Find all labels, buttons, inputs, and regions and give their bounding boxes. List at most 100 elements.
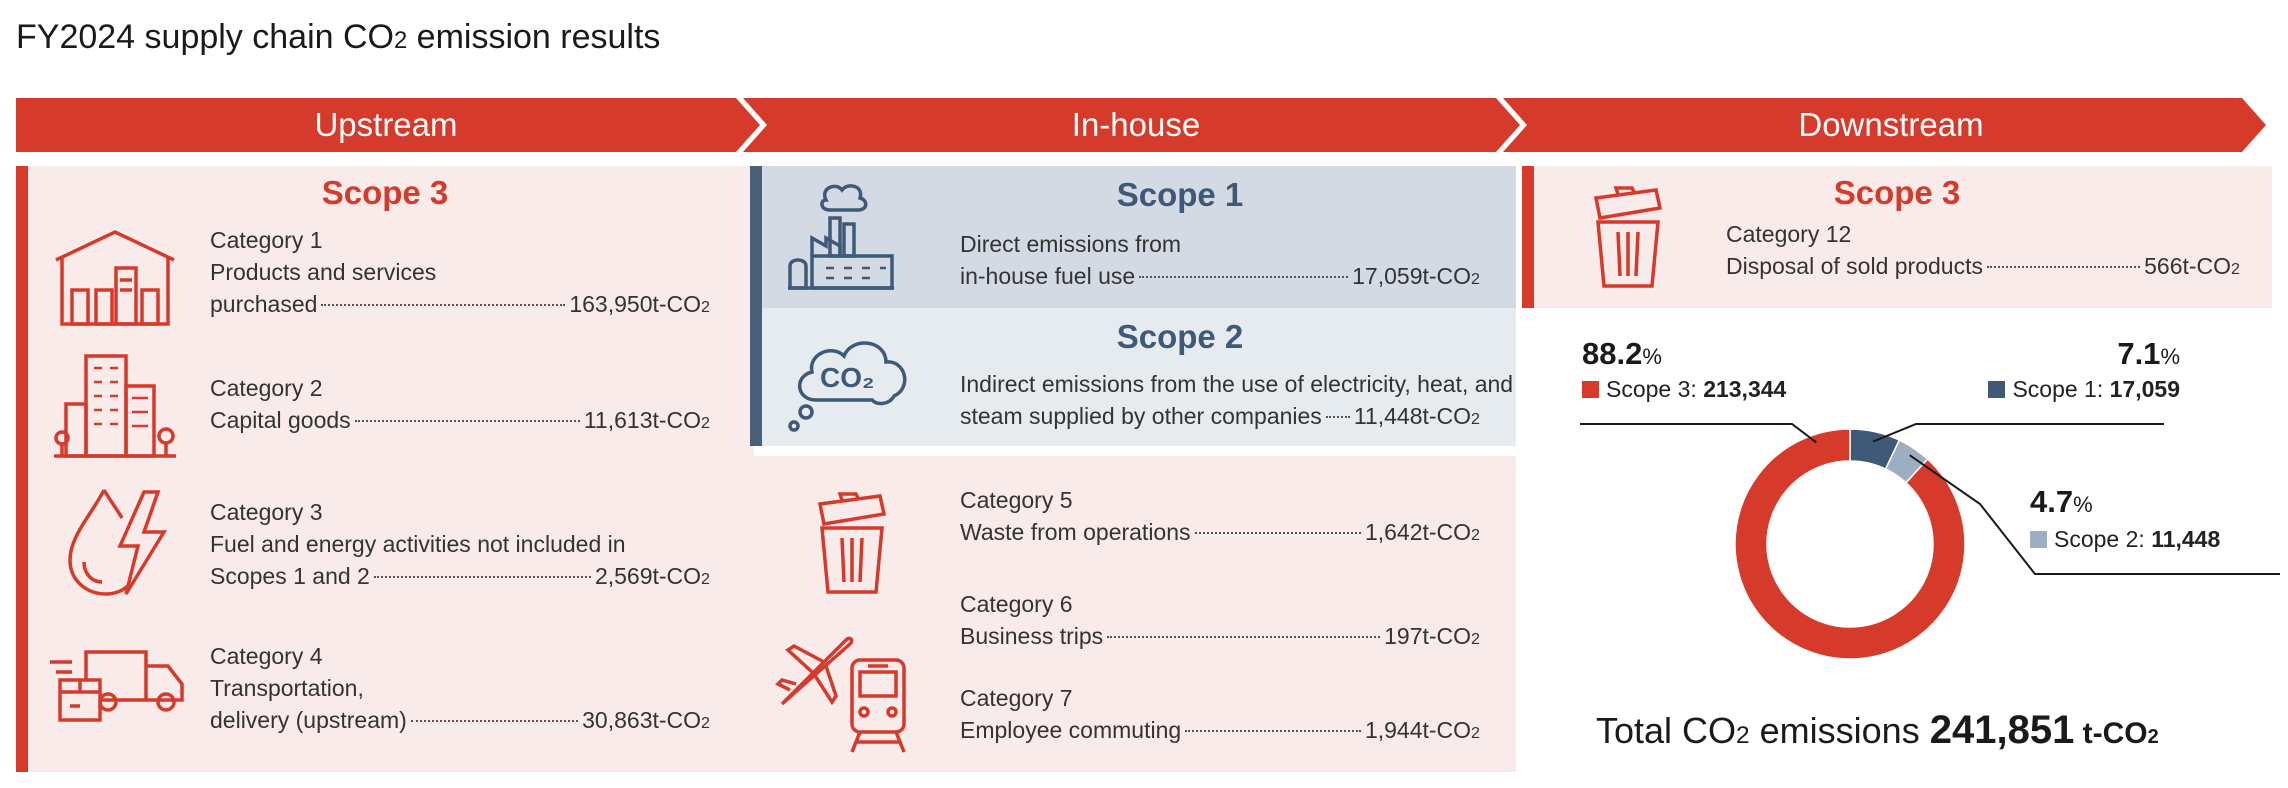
scope3-legend-swatch [1582,381,1599,398]
scope2-leader-line [1909,454,2280,575]
scope1-share-label: 7.1% Scope 1: 17,059 [1970,336,2180,403]
co2-cloud-icon: CO₂ [786,330,916,432]
scope1-text: Direct emissions from in-house fuel use 1… [960,228,1480,295]
trash-can-icon [1588,186,1668,290]
scope1-legend-swatch [1988,381,2006,398]
category-12-label: Disposal of sold products [1726,253,1983,279]
category-2-title: Category 2 [210,375,323,401]
trash-can-icon [812,492,892,596]
inhouse-category-6: Category 6 Business trips 197t-CO 2 [960,588,1480,655]
category-3-label: Scopes 1 and 2 [210,563,370,589]
upstream-category-1: Category 1 Products and services purchas… [210,224,710,323]
stage-arrows [16,98,2266,152]
category-1-line: Products and services [210,259,437,285]
inhouse-scope3-panel: Category 5 Waste from operations 1,642t-C… [750,456,1516,772]
category-4-value: 30,863t-CO [582,707,702,733]
scope2-share-label: 4.7% Scope 2: 11,448 [2030,484,2221,552]
upstream-arrow [16,98,760,152]
donut-chart [1580,423,2280,660]
scope2-legend-name: Scope 2 [2054,526,2139,552]
upstream-accent-bar [16,166,28,772]
category-6-label: Business trips [960,623,1104,649]
scope1-percent: 7.1 [2117,336,2161,371]
total-unit: t-CO [2074,717,2148,750]
water-lightning-icon [64,484,174,600]
stage-upstream-label: Upstream [314,106,458,143]
scope2-value: 11,448t-CO [1353,403,1472,429]
downstream-scope-title: Scope 3 [1833,174,1961,211]
category-1-label: purchased [210,291,318,317]
stage-downstream-label: Downstream [1798,106,1984,143]
category-5-label: Waste from operations [960,519,1191,545]
stage-inhouse-label: In-house [1071,106,1201,143]
category-4-title: Category 4 [210,643,323,669]
delivery-truck-icon [46,646,188,726]
inhouse-category-7: Category 7 Employee commuting 1,944t-CO 2 [960,682,1480,749]
upstream-category-3: Category 3 Fuel and energy activities no… [210,496,710,595]
category-6-value: 197t-CO [1384,623,1472,649]
airplane-icon [774,632,854,712]
category-3-line: Fuel and energy activities not included … [210,531,626,557]
upstream-scope-title: Scope 3 [321,174,449,211]
downstream-accent-bar [1522,166,1534,308]
scope1-value: 17,059t-CO [1352,263,1472,289]
factory-building-icon [52,228,178,328]
inhouse-scope2-panel: Scope 2 CO₂ Indirect emissions from the … [750,308,1516,446]
scope2-accent-bar [750,308,762,446]
downstream-category-12: Category 12 Disposal of sold products 566… [1726,218,2240,285]
office-buildings-icon [52,352,178,462]
upstream-category-2: Category 2 Capital goods 11,613t-CO 2 [210,372,710,439]
donut-slice-scope-3 [1734,428,1966,660]
scope1-legend-name: Scope 1 [2012,376,2097,402]
scope1-leader-line [1872,423,2164,443]
page-title: FY2024 supply chain CO2 emission results [16,18,661,56]
category-3-value: 2,569t-CO [594,563,702,589]
scope1-line: Direct emissions from [960,231,1182,257]
scope1-label: in-house fuel use [960,263,1136,289]
scope3-leader-line [1580,423,1817,444]
category-1-value: 163,950t-CO [569,291,702,317]
total-emissions: Total CO2 emissions 241,851 t-CO2 [1596,708,2159,752]
category-7-value: 1,944t-CO [1364,717,1472,743]
scope3-legend-name: Scope 3 [1606,376,1691,402]
category-6-title: Category 6 [960,591,1073,617]
scope2-percent: 4.7 [2030,484,2074,519]
scope1-accent-bar [750,166,762,308]
downstream-arrow [1503,98,2266,152]
category-5-value: 1,642t-CO [1364,519,1472,545]
category-7-title: Category 7 [960,685,1073,711]
category-4-line: Transportation, [210,675,364,701]
scope2-text: Indirect emissions from the use of elect… [960,368,1514,435]
category-12-title: Category 12 [1726,221,1852,247]
inhouse-category-5: Category 5 Waste from operations 1,642t-C… [960,484,1480,551]
category-3-title: Category 3 [210,499,323,525]
category-5-title: Category 5 [960,487,1073,513]
category-12-value: 566t-CO [2144,253,2232,279]
scope1-legend-value: 17,059 [2109,376,2180,402]
upstream-category-4: Category 4 Transportation, delivery (ups… [210,640,710,739]
category-1-title: Category 1 [210,227,323,253]
inhouse-scope1-panel: Scope 1 Direct emissions from in-house f… [750,166,1516,308]
category-4-label: delivery (upstream) [210,707,407,733]
scope3-legend-value: 213,344 [1703,376,1787,402]
inhouse-arrow [743,98,1520,152]
scope2-legend-value: 11,448 [2151,526,2221,552]
scope2-line: Indirect emissions from the use of elect… [960,371,1514,397]
scope1-title: Scope 1 [1116,176,1244,213]
co2-icon-text: CO₂ [820,362,875,393]
train-icon [846,656,910,756]
scope3-percent: 88.2 [1582,336,1643,371]
scope3-share-label: 88.2% Scope 3: 213,344 [1582,336,1787,402]
upstream-panel: Scope 3 Category 1 Products and services… [16,166,754,772]
factory-smoke-icon [786,180,896,292]
scope2-title: Scope 2 [1116,318,1244,355]
stage-bar: Upstream In-house Downstream [16,98,2266,152]
category-2-value: 11,613t-CO [583,407,702,433]
category-2-label: Capital goods [210,407,351,433]
category-7-label: Employee commuting [960,717,1182,743]
downstream-panel: Scope 3 Category 12 Disposal of sold pro… [1522,166,2272,308]
scope2-legend-swatch [2030,531,2047,548]
total-value: 241,851 [1929,708,2075,752]
total-label: Total CO [1596,710,1737,751]
scope2-label: steam supplied by other companies [960,403,1322,429]
